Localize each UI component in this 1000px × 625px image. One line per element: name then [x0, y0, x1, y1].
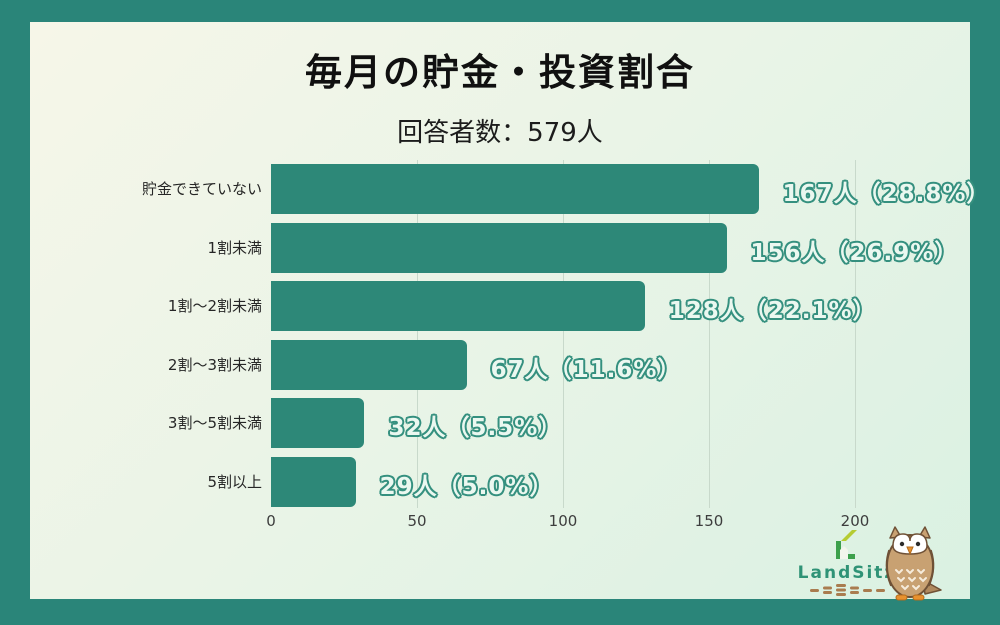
owl-mascot	[885, 526, 942, 601]
bar-4	[271, 398, 365, 449]
bar-3	[271, 339, 467, 390]
x-tick-100: 100	[548, 512, 578, 530]
bar-1	[271, 222, 727, 273]
bar-5	[271, 457, 356, 507]
logo-dashes-icon	[810, 584, 885, 596]
value-label-2: 128人（22.1%）	[668, 298, 877, 325]
gridline-x-50	[417, 160, 418, 508]
x-tick-200: 200	[840, 512, 870, 530]
gridline-x-150	[709, 160, 710, 508]
x-tick-150: 150	[694, 512, 724, 530]
gridline-x-200	[855, 160, 856, 508]
category-label-2: 1割〜2割未満	[167, 297, 262, 316]
infographic-panel: 毎月の貯金・投資割合 回答者数：579人 貯金できていない 167人（28.8%）…	[30, 22, 989, 601]
landsitz-logo-icon	[836, 530, 857, 559]
category-label-4: 3割〜5割未満	[167, 414, 262, 433]
respondent-count: 回答者数：579人	[397, 118, 603, 148]
category-label-1: 1割未満	[207, 238, 262, 257]
value-label-1: 156人（26.9%）	[750, 239, 959, 266]
x-tick-50: 50	[407, 512, 427, 530]
bar-2	[271, 281, 645, 332]
value-label-5: 29人（5.0%）	[379, 474, 554, 500]
landsitz-logo-text: LandSitz	[797, 563, 897, 583]
value-label-3: 67人（11.6%）	[490, 356, 682, 383]
x-tick-0: 0	[266, 512, 276, 530]
category-label-0: 貯金できていない	[141, 180, 262, 198]
page-title: 毎月の貯金・投資割合	[305, 51, 695, 94]
bar-chart: 貯金できていない 167人（28.8%） 1割未満 156人（26.9%） 1割〜2割未…	[30, 22, 989, 599]
bar-0	[271, 164, 759, 214]
value-label-4: 32人（5.5%）	[388, 415, 563, 442]
value-label-0: 167人（28.8%）	[782, 181, 991, 207]
category-label-3: 2割〜3割未満	[167, 355, 262, 374]
gridline-x-100	[563, 160, 564, 508]
category-label-5: 5割以上	[207, 473, 262, 491]
